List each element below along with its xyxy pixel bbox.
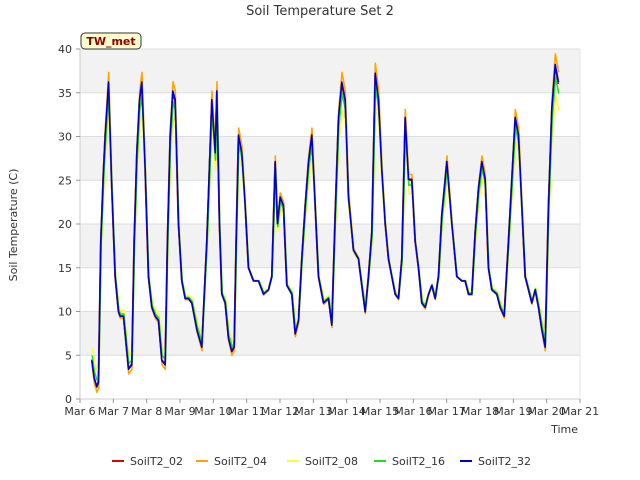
legend-label: SoilT2_04 (214, 455, 267, 468)
x-tick-label: Mar 13 (294, 405, 332, 418)
plot-band (80, 224, 580, 268)
y-tick-label: 5 (65, 349, 72, 362)
y-tick-label: 10 (58, 306, 72, 319)
y-tick-label: 25 (58, 174, 72, 187)
legend-label: SoilT2_32 (478, 455, 531, 468)
legend-item-soilt2-04: SoilT2_04 (196, 455, 267, 468)
plot-band (80, 92, 580, 137)
y-tick-label: 15 (58, 262, 72, 275)
x-tick-label: Mar 15 (361, 405, 399, 418)
x-tick-label: Mar 14 (328, 405, 366, 418)
legend-label: SoilT2_02 (130, 455, 183, 468)
x-tick-label: Mar 16 (394, 405, 432, 418)
series-lines (90, 53, 560, 394)
y-tick-label: 0 (65, 393, 72, 406)
y-axis-label: Soil Temperature (C) (7, 169, 20, 282)
y-axis-ticks: 0 5 10 15 20 25 30 35 40 (58, 43, 80, 406)
x-tick-label: Mar 20 (528, 405, 566, 418)
x-tick-label: Mar 11 (228, 405, 266, 418)
x-axis-label: Time (550, 423, 578, 436)
station-badge: TW_met (80, 32, 142, 50)
plot-area (80, 49, 580, 399)
y-tick-label: 40 (58, 43, 72, 56)
legend: SoilT2_02 SoilT2_04 SoilT2_08 SoilT2_16 Soil… (112, 455, 531, 468)
station-badge-label: TW_met (86, 35, 135, 48)
x-tick-label: Mar 8 (131, 405, 162, 418)
x-tick-label: Mar 7 (98, 405, 129, 418)
plot-band (80, 180, 580, 224)
plot-band (80, 49, 580, 93)
x-tick-label: Mar 19 (494, 405, 532, 418)
legend-label: SoilT2_08 (305, 455, 358, 468)
legend-item-soilt2-02: SoilT2_02 (112, 455, 183, 468)
legend-item-soilt2-32: SoilT2_32 (460, 455, 531, 468)
x-tick-label: Mar 18 (461, 405, 499, 418)
series-line-soilt2-32 (91, 63, 560, 388)
legend-item-soilt2-16: SoilT2_16 (374, 455, 445, 468)
y-tick-label: 30 (58, 131, 72, 144)
x-tick-label: Mar 21 (561, 405, 599, 418)
x-tick-label: Mar 12 (261, 405, 299, 418)
plot-band (80, 136, 580, 181)
x-tick-label: Mar 6 (64, 405, 95, 418)
x-tick-label: Mar 10 (194, 405, 232, 418)
x-tick-label: Mar 17 (428, 405, 466, 418)
plot-band (80, 355, 580, 399)
chart-title: Soil Temperature Set 2 (246, 4, 394, 19)
y-tick-label: 20 (58, 218, 72, 231)
x-tick-label: Mar 9 (164, 405, 195, 418)
station-badge-box (80, 32, 142, 50)
y-tick-label: 35 (58, 87, 72, 100)
legend-item-soilt2-08: SoilT2_08 (287, 455, 358, 468)
legend-label: SoilT2_16 (392, 455, 445, 468)
